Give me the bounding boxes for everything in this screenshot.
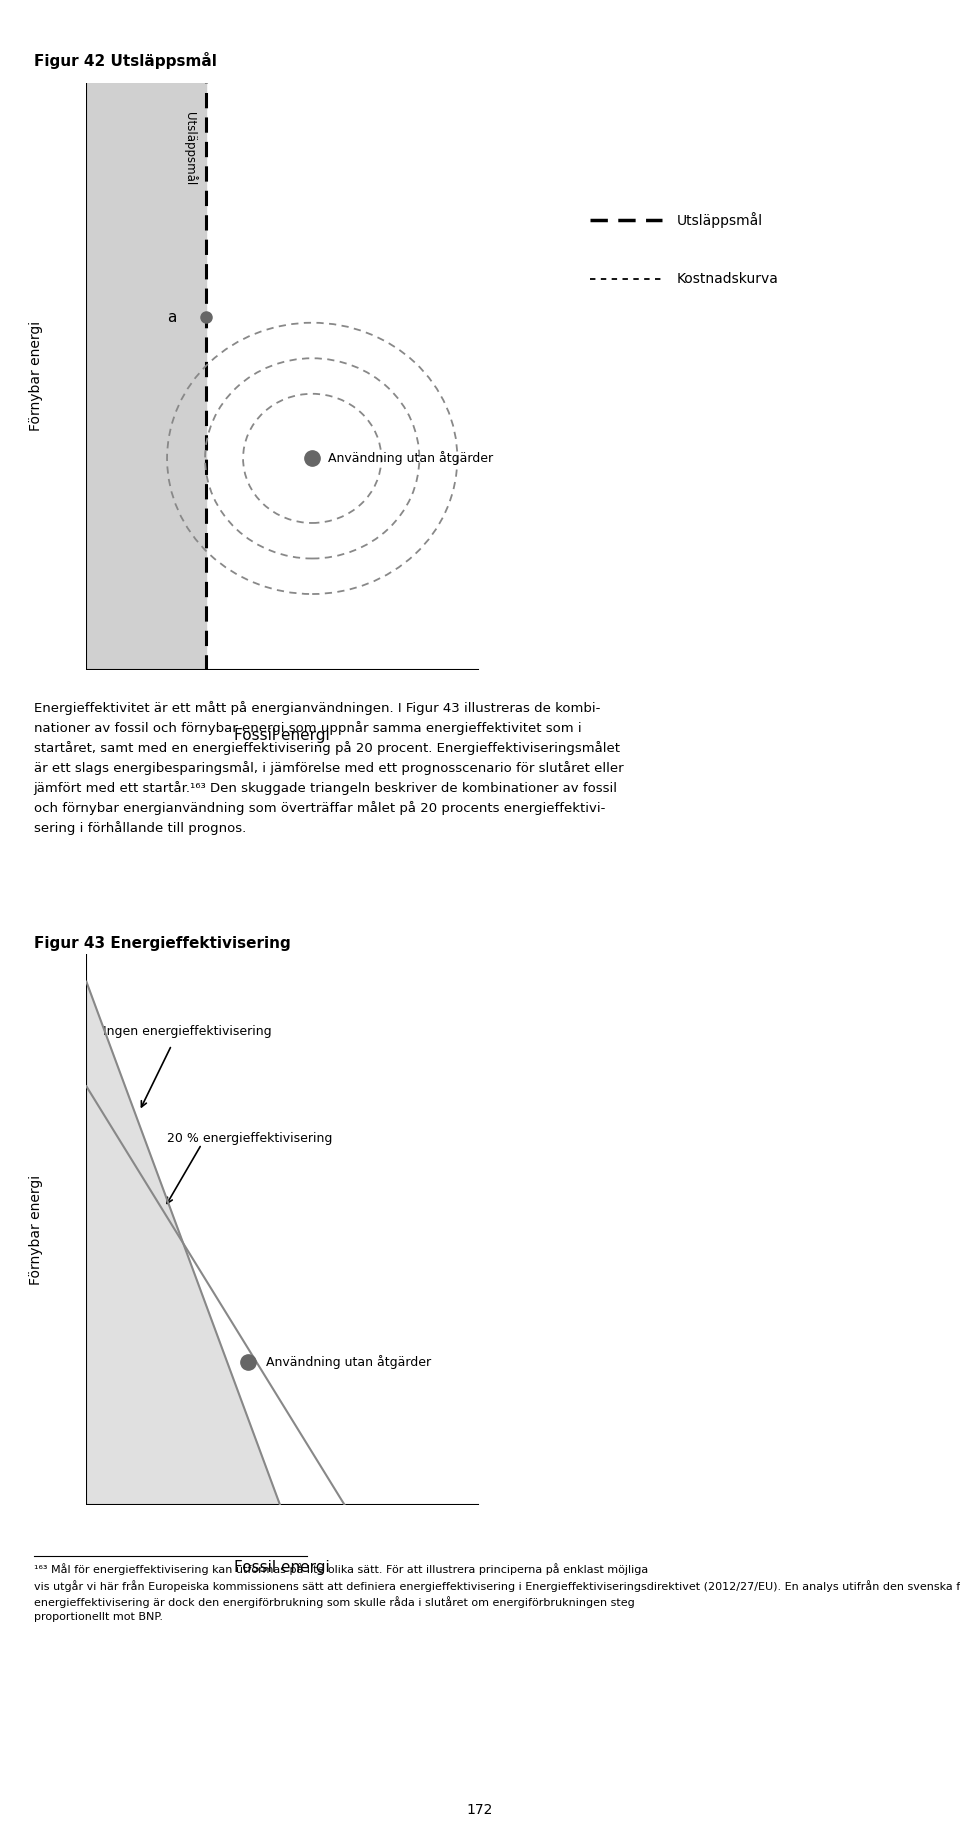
Text: Användning utan åtgärder: Användning utan åtgärder bbox=[328, 451, 493, 466]
Text: Utsläppsmål: Utsläppsmål bbox=[677, 213, 763, 228]
Text: Förnybar energi: Förnybar energi bbox=[29, 1174, 42, 1284]
Text: ¹⁶³ Mål för energieffektivisering kan utformas på lite olika sätt. För att illus: ¹⁶³ Mål för energieffektivisering kan ut… bbox=[34, 1563, 960, 1622]
Bar bbox=[86, 83, 206, 670]
Text: 172: 172 bbox=[467, 1802, 493, 1817]
Text: a: a bbox=[167, 310, 177, 325]
Text: Utsläppsmål: Utsläppsmål bbox=[183, 112, 197, 185]
Text: Figur 43 Energieffektivisering: Figur 43 Energieffektivisering bbox=[34, 936, 290, 951]
Text: Ingen energieffektivisering: Ingen energieffektivisering bbox=[104, 1024, 272, 1039]
Text: Figur 42 Utsläppsmål: Figur 42 Utsläppsmål bbox=[34, 51, 216, 70]
Text: Fossil energi: Fossil energi bbox=[234, 728, 330, 743]
Text: Fossil energi: Fossil energi bbox=[234, 1560, 330, 1574]
Text: Användning utan åtgärder: Användning utan åtgärder bbox=[266, 1354, 431, 1369]
Text: 20 % energieffektivisering: 20 % energieffektivisering bbox=[167, 1132, 333, 1145]
Text: Energieffektivitet är ett mått på energianvändningen. I Figur 43 illustreras de : Energieffektivitet är ett mått på energi… bbox=[34, 701, 623, 835]
Text: Kostnadskurva: Kostnadskurva bbox=[677, 272, 779, 286]
Polygon shape bbox=[86, 982, 280, 1505]
Text: Förnybar energi: Förnybar energi bbox=[29, 321, 42, 431]
